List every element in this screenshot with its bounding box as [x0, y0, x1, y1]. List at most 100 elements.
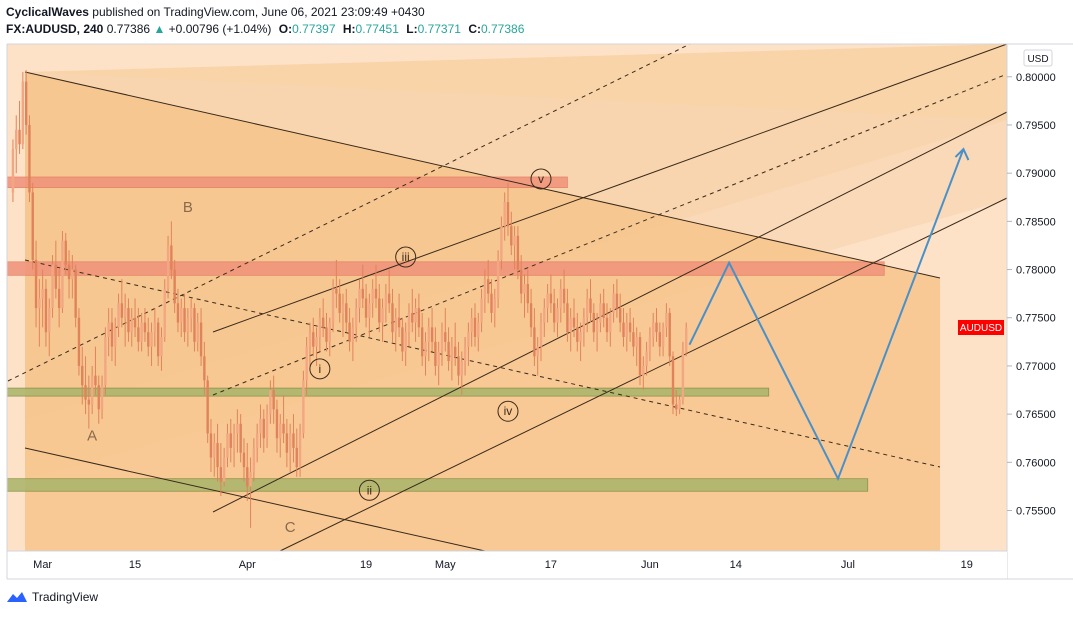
candle-body — [605, 317, 609, 333]
candle-body — [384, 293, 388, 309]
candle-body — [566, 303, 569, 333]
candle-body — [635, 337, 638, 347]
open-label: O: — [278, 22, 293, 36]
candle-body — [585, 298, 589, 318]
candle-body — [318, 317, 322, 338]
candle-body — [302, 380, 305, 434]
candle-body — [394, 317, 397, 333]
price-tick-label: 0.78000 — [1016, 265, 1056, 277]
wave-circle — [530, 168, 552, 190]
candle-body — [166, 245, 170, 289]
candle-body — [434, 341, 437, 366]
candle-body — [143, 322, 147, 333]
wave-circle — [395, 246, 417, 268]
candle-body — [665, 312, 668, 328]
high-label: H: — [342, 22, 356, 36]
candle-body — [473, 317, 477, 338]
candle-body — [510, 226, 513, 246]
candle-body — [272, 390, 275, 410]
candle-body — [331, 288, 335, 323]
wave-label: iv — [504, 404, 513, 418]
tradingview-footer[interactable]: TradingView — [6, 590, 98, 604]
time-tick-label: 17 — [545, 559, 557, 571]
candle-body — [364, 298, 368, 318]
candle-body — [328, 322, 331, 342]
candle-body — [249, 471, 252, 487]
candle-body — [543, 308, 546, 323]
candle-body — [661, 327, 665, 347]
candle-body — [582, 317, 586, 333]
candle-body — [523, 284, 526, 294]
candle-body — [84, 385, 87, 400]
candle-body — [170, 245, 173, 270]
candle-body — [160, 337, 163, 357]
candle-body — [209, 433, 213, 458]
candle-body — [533, 327, 536, 357]
resistance-zone — [6, 261, 885, 276]
candle-body — [477, 322, 480, 338]
low-label: L: — [406, 22, 418, 36]
candle-body — [48, 308, 51, 333]
wave-label: A — [87, 427, 97, 444]
candle-body — [417, 308, 421, 328]
candle-body — [430, 327, 434, 342]
candle-body — [15, 129, 18, 150]
candle-body — [163, 288, 166, 338]
high-value: 0.77451 — [355, 22, 399, 36]
candle-body — [114, 327, 117, 347]
time-tick-label: 19 — [360, 559, 372, 571]
candle-body — [685, 328, 688, 352]
candle-body — [678, 399, 681, 410]
close-label: C: — [468, 22, 481, 36]
candle-body — [130, 317, 133, 333]
candle-body — [255, 433, 259, 448]
candle-body — [31, 192, 34, 260]
candle-body — [562, 288, 566, 304]
candle-body — [203, 356, 206, 381]
candle-body — [321, 317, 325, 328]
candle-body — [107, 322, 110, 338]
candle-body — [110, 322, 114, 347]
candle-body — [345, 303, 348, 323]
candle-body — [71, 269, 74, 280]
price-axis-bg — [1007, 44, 1073, 579]
candle-body — [622, 322, 625, 338]
candle-body — [642, 365, 645, 376]
author-name[interactable]: CyclicalWaves — [6, 5, 89, 19]
resistance-zone — [6, 176, 568, 189]
candle-body — [335, 288, 338, 294]
candle-body — [655, 322, 658, 333]
candle-body — [11, 149, 15, 193]
candle-body — [239, 423, 242, 453]
candle-body — [503, 202, 506, 227]
trend-lines — [7, 43, 1008, 552]
symbol-name: FX:AUDUSD, 240 — [6, 22, 104, 36]
candle-body — [500, 226, 503, 260]
candle-body — [602, 303, 605, 318]
price-ticks: 0.80000 0.79500 0.79000 0.78500 0.78000 0.775… — [1007, 72, 1056, 518]
candle-body — [595, 322, 599, 333]
candle-body — [387, 293, 391, 304]
support-zone — [6, 387, 770, 397]
candle-body — [18, 129, 21, 145]
candle-body — [381, 308, 384, 323]
candle-body — [140, 322, 143, 342]
candle-body — [675, 404, 678, 410]
last-price-label-box — [958, 320, 1004, 335]
candle-body — [117, 303, 120, 328]
candle-body — [559, 288, 562, 309]
candle-body — [133, 317, 137, 328]
candle-body — [407, 312, 411, 333]
candle-body — [312, 332, 315, 347]
candle-body — [246, 467, 249, 487]
time-tick-label: May — [435, 559, 456, 571]
candle-body — [447, 341, 450, 362]
candle-body — [156, 322, 160, 357]
candle-body — [625, 322, 629, 338]
candle-body — [457, 356, 460, 376]
price-tick-label: 0.78500 — [1016, 216, 1056, 228]
time-tick-label: Jul — [841, 559, 855, 571]
projection-arrowhead — [954, 147, 970, 161]
